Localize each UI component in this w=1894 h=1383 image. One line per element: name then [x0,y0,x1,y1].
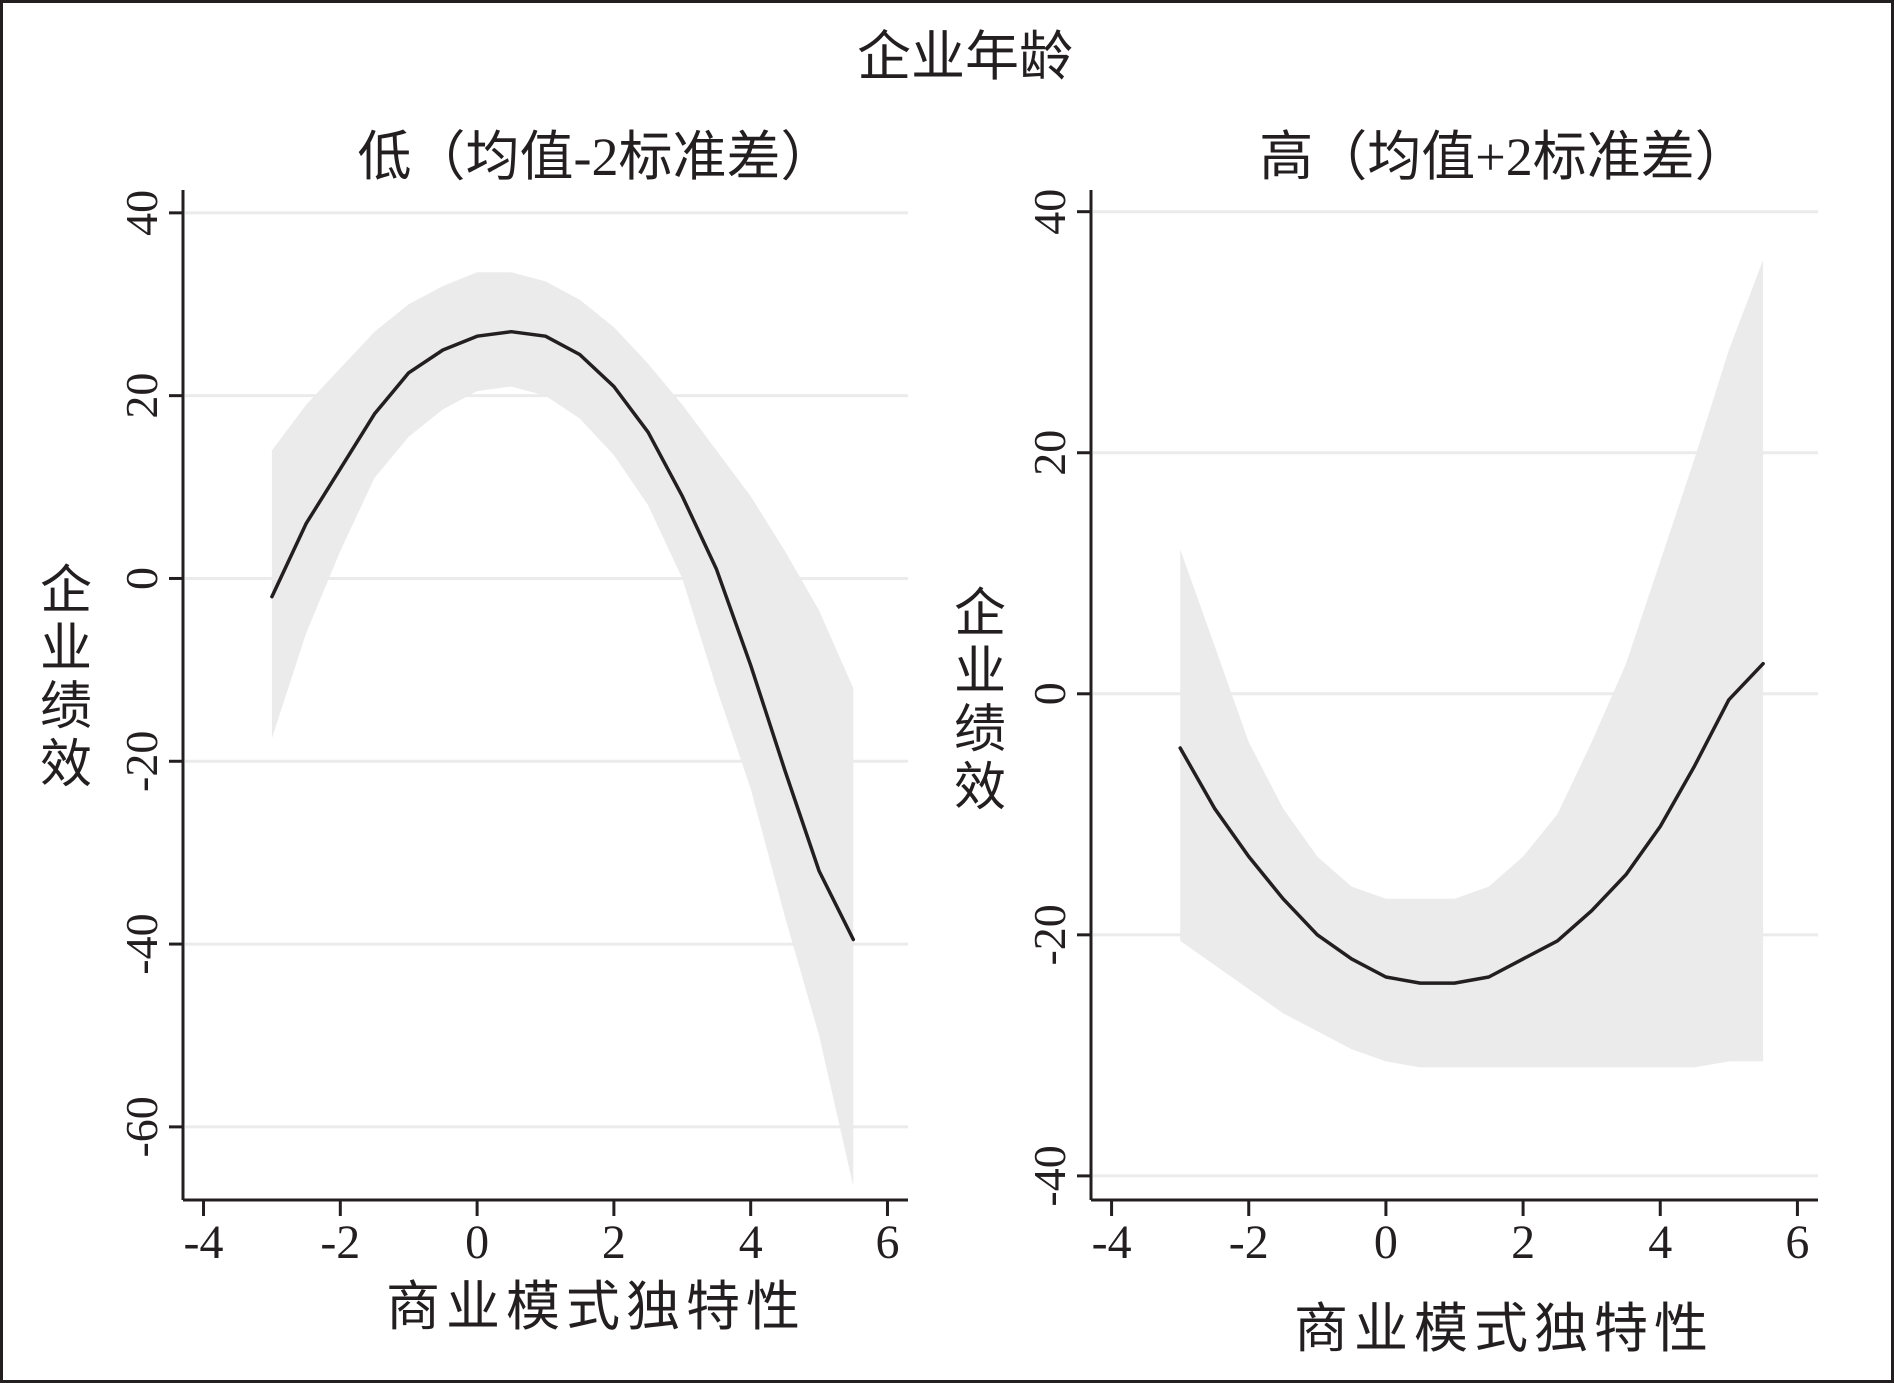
y-tick-label: -40 [116,913,167,974]
y-axis-label: 企业绩效 [40,563,92,794]
y-tick-label: 40 [116,190,167,236]
y-axis-label: 企业绩效 [954,586,1006,817]
estimate-line [1178,661,1765,985]
x-tick-label: 0 [465,1216,489,1269]
confidence-band [1180,259,1764,1068]
x-tick-label: 4 [739,1216,763,1269]
x-tick-label: -4 [1092,1216,1132,1269]
x-tick-label: 2 [602,1216,626,1269]
estimate-line [270,329,856,942]
y-tick-label: -20 [116,731,167,792]
y-tick-label: -60 [116,1096,167,1157]
x-tick-label: -2 [320,1216,360,1269]
x-axis-label: 商业模式独特性 [1294,1299,1714,1359]
x-tick-label: 6 [1785,1216,1809,1269]
y-tick-label: 20 [116,373,167,419]
x-tick-label: 2 [1511,1216,1535,1269]
y-tick-label: -20 [1024,904,1075,965]
y-tick-label: 0 [116,567,167,590]
y-tick-label: 20 [1024,430,1075,476]
y-tick-label: 40 [1024,189,1075,235]
x-tick-label: -4 [184,1216,224,1269]
x-tick-label: 4 [1648,1216,1672,1269]
x-tick-label: -2 [1229,1216,1269,1269]
panel-title: 高（均值+2标准差） [1259,127,1748,187]
x-tick-label: 6 [875,1216,899,1269]
confidence-band [271,272,854,1187]
y-tick-label: -40 [1024,1145,1075,1206]
x-tick-label: 0 [1374,1216,1398,1269]
panel-title: 低（均值-2标准差） [358,127,835,187]
y-tick-label: 0 [1024,682,1075,705]
figure-super-title: 企业年龄 [857,27,1073,87]
x-axis-label: 商业模式独特性 [386,1277,806,1337]
